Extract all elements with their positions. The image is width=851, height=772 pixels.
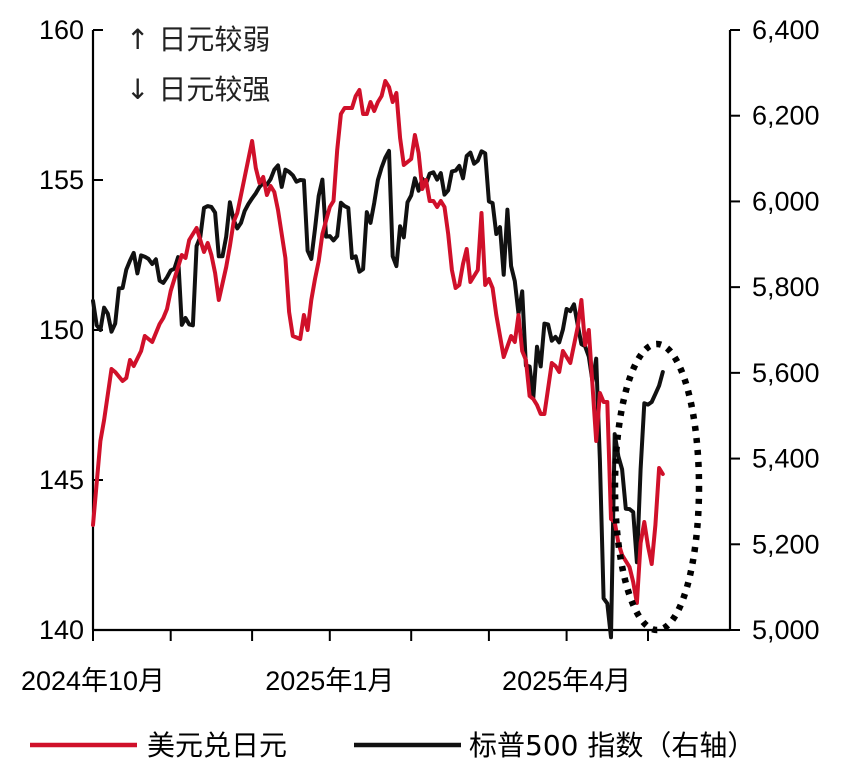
- left-tick-label: 140: [39, 615, 84, 645]
- right-tick-label: 6,200: [752, 101, 820, 131]
- right-tick-label: 5,400: [752, 444, 820, 474]
- x-tick-label: 2025年1月: [265, 666, 394, 696]
- left-y-ticks: 140 145 150 155 160: [39, 15, 103, 645]
- left-tick-label: 150: [39, 315, 84, 345]
- right-tick-label: 5,200: [752, 529, 820, 559]
- annotation-yen-weaker: ↑ 日元较弱: [126, 23, 270, 56]
- right-tick-label: 5,800: [752, 272, 820, 302]
- highlight-ellipse: [611, 340, 703, 634]
- annotation-yen-stronger: ↓ 日元较强: [126, 73, 270, 106]
- left-tick-label: 155: [39, 165, 84, 195]
- x-tick-label: 2024年10月: [21, 666, 165, 696]
- x-axis-ticks: 2024年10月 2025年1月 2025年4月: [21, 630, 649, 696]
- series-line-usdjpy: [91, 79, 665, 605]
- right-y-ticks: 5,000 5,200 5,400 5,600 5,800 6,000 6,200 6,400: [730, 15, 820, 645]
- series-line-sp500: [91, 148, 665, 640]
- right-tick-label: 5,600: [752, 358, 820, 388]
- left-tick-label: 160: [39, 15, 84, 45]
- right-tick-label: 6,400: [752, 15, 820, 45]
- legend-label-usdjpy: 美元兑日元: [147, 729, 287, 762]
- right-tick-label: 5,000: [752, 615, 820, 645]
- left-tick-label: 145: [39, 465, 84, 495]
- legend-label-sp500: 标普500 指数（右轴）: [469, 729, 755, 762]
- series-lines: [91, 79, 665, 640]
- legend: 美元兑日元 标普500 指数（右轴）: [30, 729, 755, 762]
- x-tick-label: 2025年4月: [502, 666, 631, 696]
- right-tick-label: 6,000: [752, 186, 820, 216]
